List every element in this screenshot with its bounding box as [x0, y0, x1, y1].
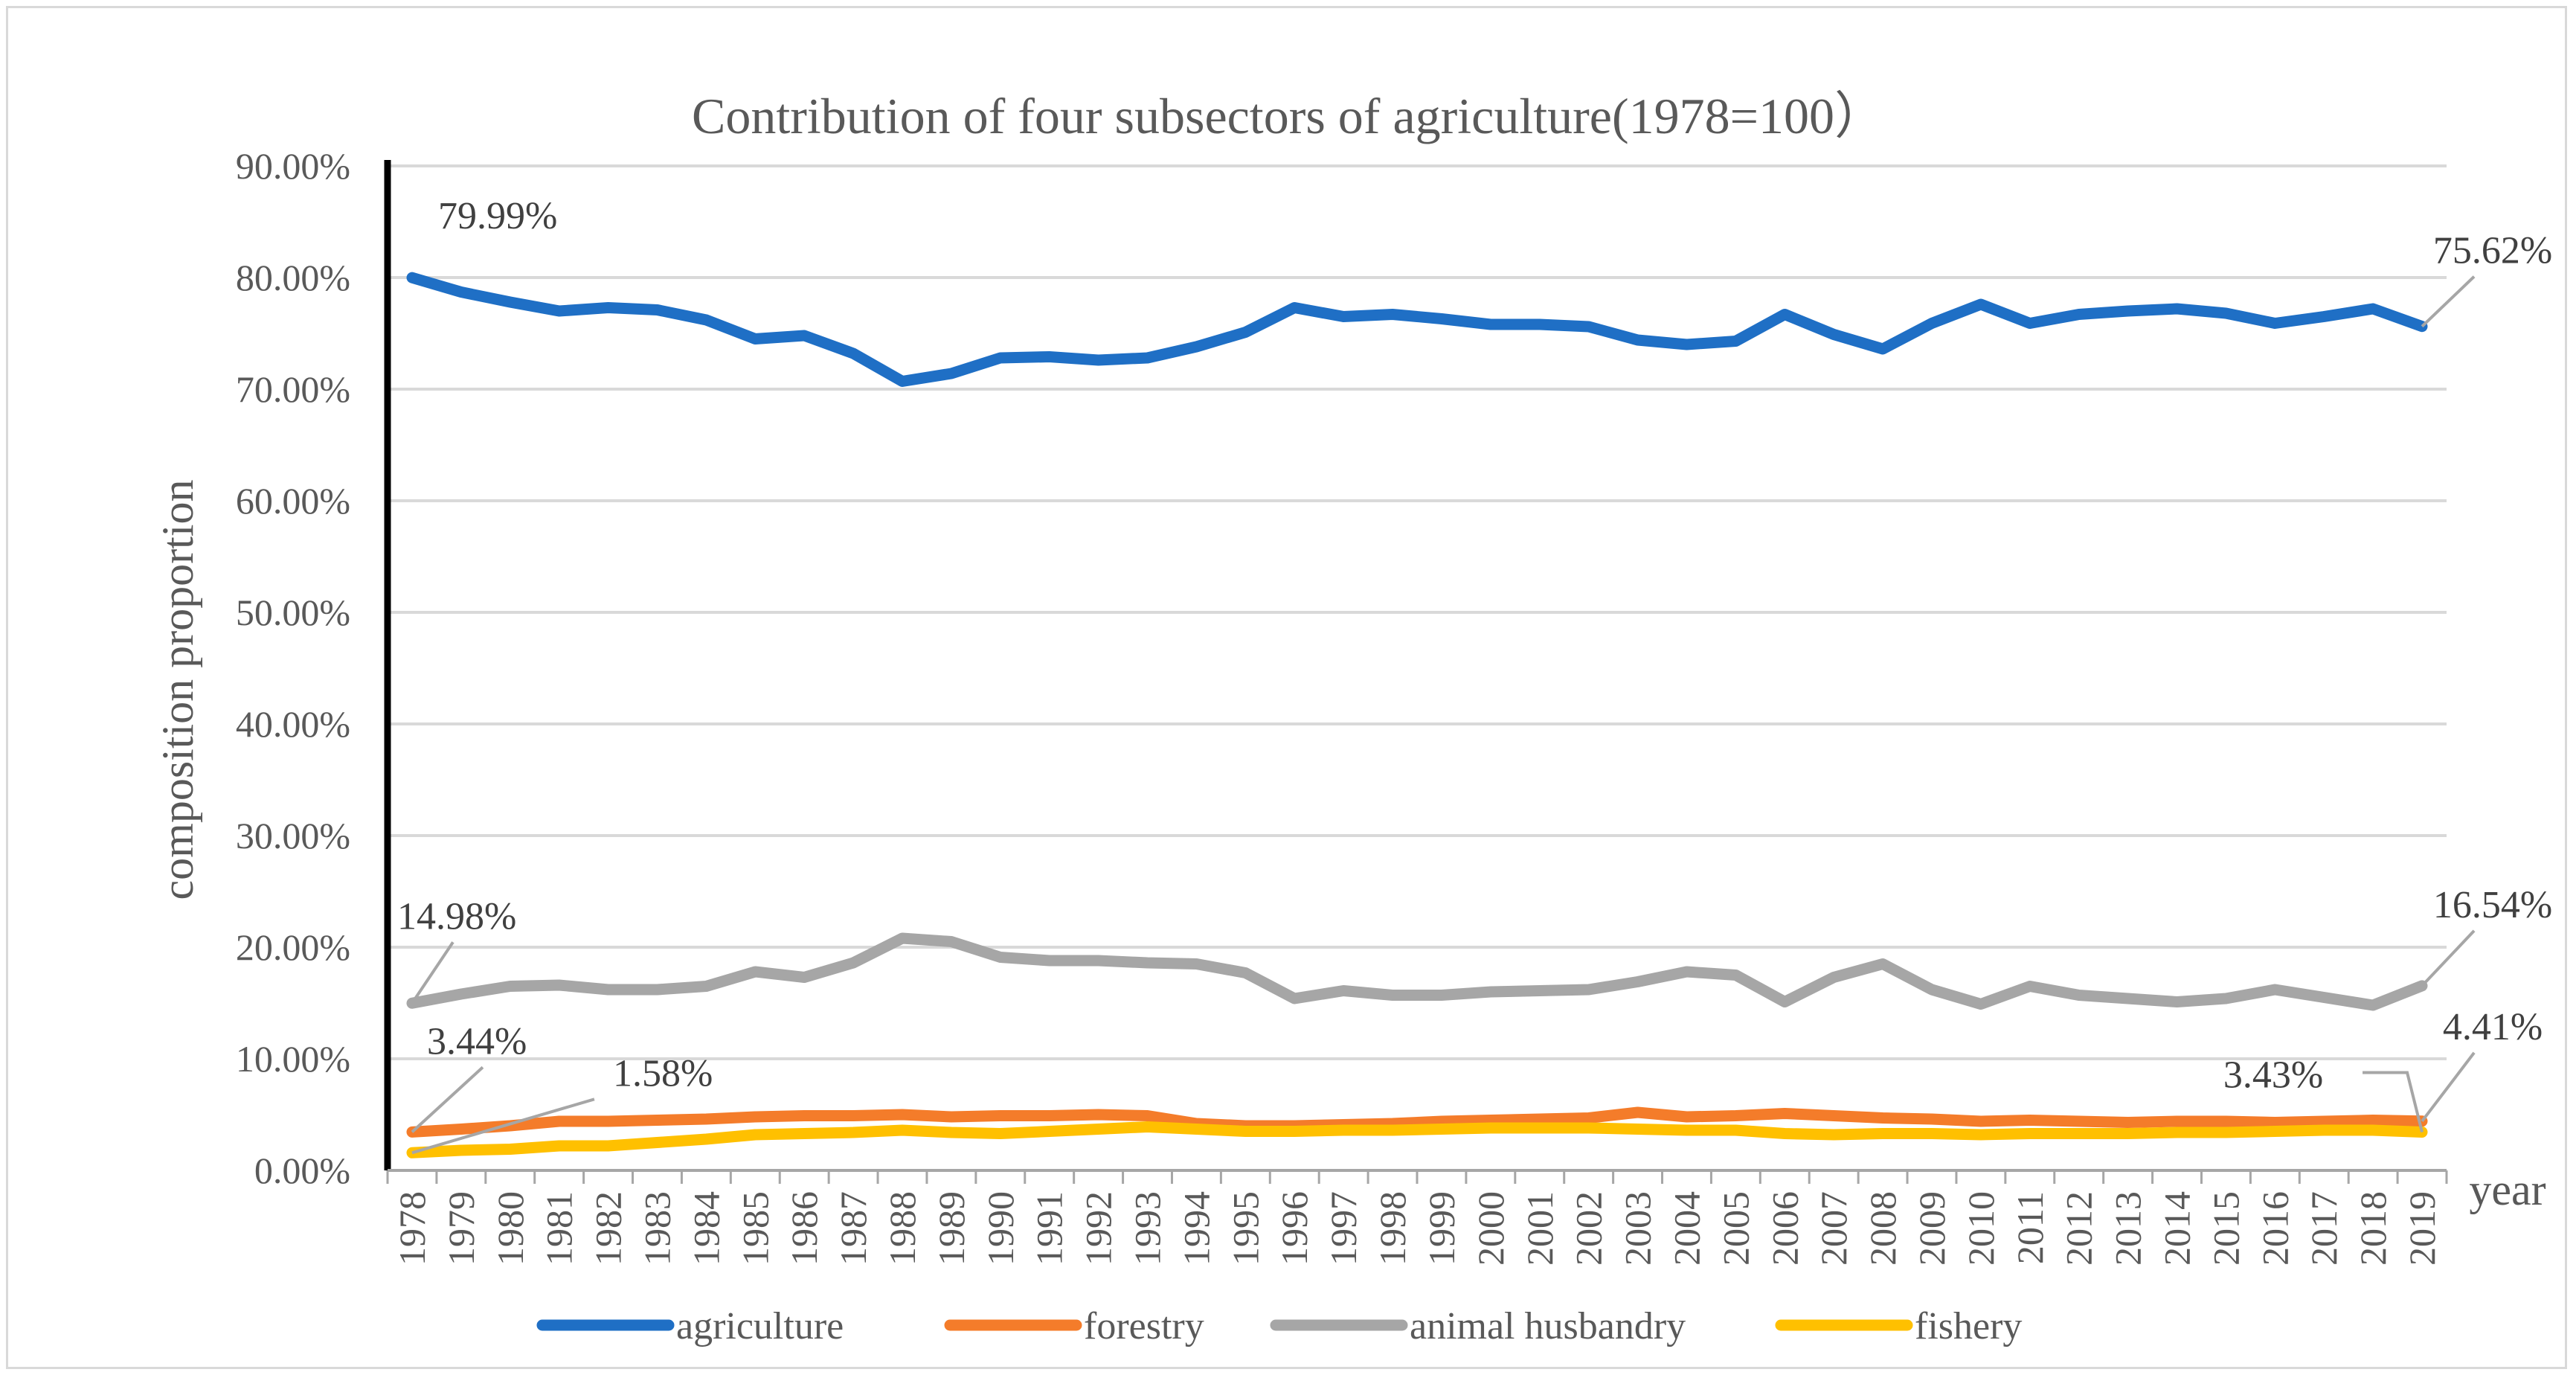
y-tick-label: 70.00% — [236, 368, 350, 410]
y-tick-label: 50.00% — [236, 592, 350, 633]
x-tick-label: 2018 — [2352, 1191, 2394, 1266]
x-tick-label: 1982 — [588, 1191, 629, 1266]
x-tick-label: 1983 — [636, 1191, 678, 1266]
chart-frame: 0.00% 10.00% 20.00% 30.00% 40.00% 50.00% 60.00… — [6, 6, 2567, 1369]
x-tick-label: 2019 — [2401, 1191, 2443, 1266]
x-tick-label: 1980 — [489, 1191, 531, 1266]
y-tick-label: 40.00% — [236, 703, 350, 745]
x-tick-label: 1986 — [783, 1191, 825, 1266]
x-tick-label: 2002 — [1568, 1191, 1610, 1266]
x-tick-label: 2013 — [2107, 1191, 2149, 1266]
leader-line — [411, 1065, 484, 1133]
x-tick-label: 1989 — [931, 1191, 972, 1266]
leader-line — [2421, 929, 2476, 987]
x-tick-label: 1984 — [685, 1191, 727, 1266]
x-tick-label: 2008 — [1862, 1191, 1904, 1266]
series-line-fishery — [406, 1121, 2428, 1159]
label-leader-lines — [411, 275, 2476, 1155]
y-tick-label: 10.00% — [236, 1038, 350, 1080]
data-label: 3.44% — [427, 1020, 527, 1063]
y-axis-label: composition proportion — [153, 480, 202, 900]
x-tick-label: 2006 — [1764, 1191, 1805, 1266]
axes: 0.00% 10.00% 20.00% 30.00% 40.00% 50.00% 60.00… — [236, 145, 2448, 1266]
x-tick-label: 2009 — [1911, 1191, 1953, 1266]
series-lines — [406, 272, 2428, 1159]
leader-line — [411, 1097, 595, 1155]
x-tick-label: 2000 — [1470, 1191, 1512, 1266]
x-tick-label: 1999 — [1421, 1191, 1462, 1266]
x-tick-label: 1998 — [1372, 1191, 1413, 1266]
x-tick-label: 1985 — [734, 1191, 776, 1266]
legend-label: agriculture — [676, 1305, 844, 1347]
data-label: 4.41% — [2443, 1006, 2543, 1048]
x-tick-label: 2015 — [2205, 1191, 2246, 1266]
x-tick-label: 1995 — [1224, 1191, 1266, 1266]
series-line-animal-husbandry — [406, 932, 2428, 1011]
x-axis-label: year — [2469, 1165, 2546, 1214]
legend: agriculture forestry animal husbandry fishe… — [536, 1305, 2022, 1347]
y-tick-label: 90.00% — [236, 145, 350, 187]
x-tick-label: 1981 — [539, 1191, 580, 1266]
x-tick-label: 2010 — [1960, 1191, 2002, 1266]
legend-label: animal husbandry — [1410, 1305, 1686, 1347]
x-tick-label: 2003 — [1617, 1191, 1659, 1266]
leader-line — [2363, 1071, 2424, 1133]
data-label: 1.58% — [613, 1052, 713, 1095]
data-label: 3.43% — [2223, 1054, 2323, 1097]
x-tick-label: 2005 — [1715, 1191, 1756, 1266]
x-tick-label: 1988 — [881, 1191, 923, 1266]
x-tick-label: 1996 — [1273, 1191, 1315, 1266]
x-tick-label: 1992 — [1078, 1191, 1120, 1266]
y-tick-label: 20.00% — [236, 926, 350, 968]
x-tick-label: 2016 — [2254, 1191, 2296, 1266]
x-tick-label: 1990 — [980, 1191, 1021, 1266]
y-tick-label: 0.00% — [254, 1150, 350, 1191]
y-tick-label: 60.00% — [236, 480, 350, 522]
x-tick-label: 1994 — [1175, 1191, 1217, 1266]
x-tick-label: 1991 — [1029, 1191, 1070, 1266]
x-tick-label: 2011 — [2009, 1191, 2051, 1264]
x-tick-label: 1978 — [391, 1191, 433, 1266]
chart-title: Contribution of four subsectors of agric… — [692, 88, 1885, 144]
y-tick-label: 30.00% — [236, 815, 350, 856]
x-tick-label: 2004 — [1666, 1191, 1707, 1266]
line-chart: 0.00% 10.00% 20.00% 30.00% 40.00% 50.00% 60.00… — [153, 88, 2552, 1347]
legend-label: fishery — [1915, 1305, 2022, 1347]
data-label: 16.54% — [2433, 884, 2552, 926]
leader-line — [411, 941, 455, 1004]
data-labels: 79.99% 75.62% 14.98% 16.54% 3.44% 1.58% 3.43% 4… — [397, 195, 2552, 1096]
y-tick-label: 80.00% — [236, 257, 350, 298]
gridlines — [388, 164, 2447, 1060]
data-label: 75.62% — [2433, 230, 2552, 272]
x-tick-label: 2001 — [1519, 1191, 1561, 1266]
x-tick-label: 2012 — [2058, 1191, 2100, 1266]
legend-label: forestry — [1084, 1305, 1204, 1347]
x-tick-label: 2007 — [1813, 1191, 1854, 1266]
x-tick-label: 1997 — [1323, 1191, 1364, 1266]
x-tick-label: 2014 — [2156, 1191, 2198, 1266]
x-tick-label: 2017 — [2303, 1191, 2345, 1266]
data-label: 79.99% — [438, 195, 557, 237]
x-tick-label: 1987 — [832, 1191, 874, 1266]
series-line-agriculture — [406, 272, 2428, 387]
leader-line — [2421, 275, 2476, 328]
x-tick-label: 1979 — [440, 1191, 482, 1266]
series-line-forestry — [406, 1106, 2428, 1138]
data-label: 14.98% — [397, 895, 516, 938]
x-tick-label: 1993 — [1127, 1191, 1169, 1266]
leader-line — [2421, 1051, 2476, 1123]
